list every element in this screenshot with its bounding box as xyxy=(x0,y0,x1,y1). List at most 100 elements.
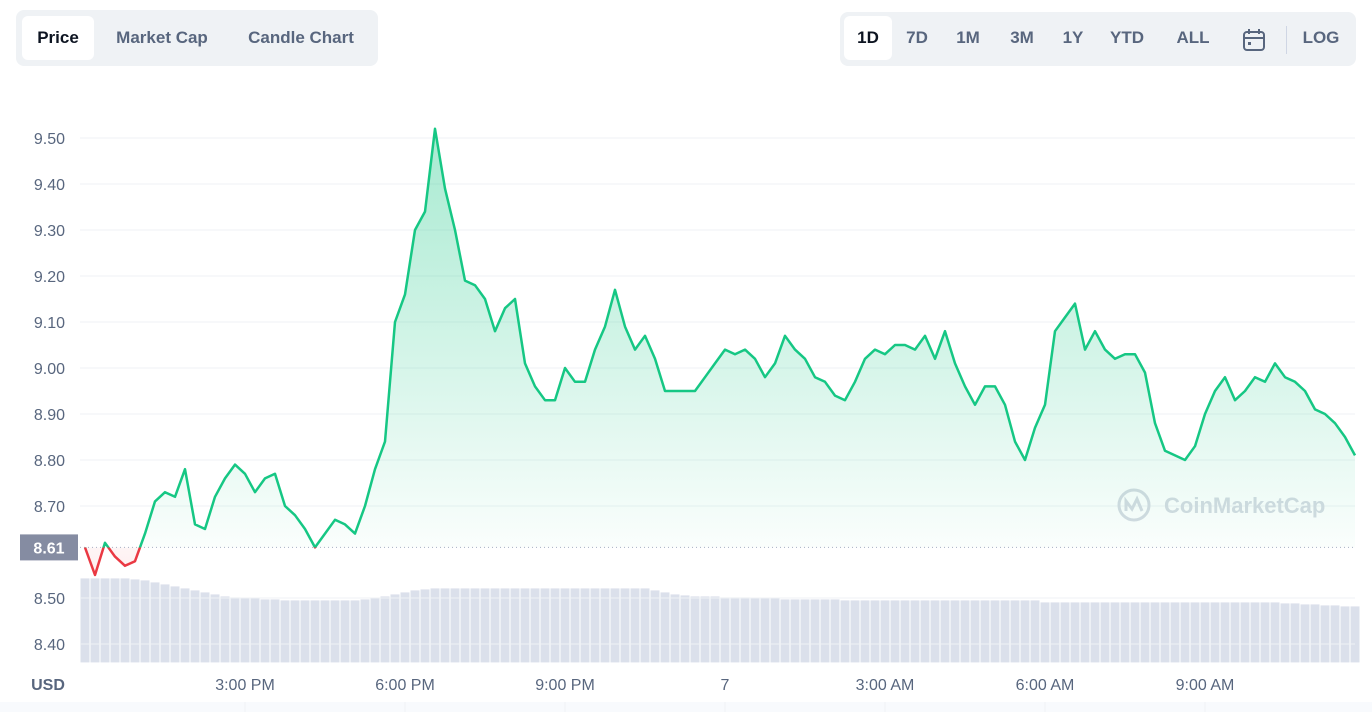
range[interactable]: YTD xyxy=(1110,28,1144,47)
tab-group: Price Market Cap Candle Chart xyxy=(16,10,378,66)
range[interactable]: 1Y xyxy=(1062,28,1084,47)
volume-bar xyxy=(1270,602,1280,663)
volume-bar xyxy=(1250,602,1260,663)
range[interactable]: ALL xyxy=(1176,28,1210,47)
volume-bar xyxy=(1210,602,1220,663)
tab[interactable]: Price xyxy=(22,16,94,60)
volume-bar xyxy=(860,600,870,663)
y-tick-label: 9.10 xyxy=(34,315,65,332)
volume-bar xyxy=(700,596,710,663)
y-tick-label: 9.00 xyxy=(34,361,65,378)
volume-bar xyxy=(1130,602,1140,663)
volume-bar xyxy=(940,600,950,663)
volume-bar xyxy=(1230,602,1240,663)
volume-bar xyxy=(760,598,770,663)
volume-bar xyxy=(560,588,570,663)
volume-bar xyxy=(1010,600,1020,663)
volume-bar xyxy=(1200,602,1210,663)
volume-bar xyxy=(750,598,760,663)
volume-bar xyxy=(650,590,660,663)
volume-bar xyxy=(170,586,180,663)
volume-bar xyxy=(410,590,420,663)
range[interactable]: 7D xyxy=(906,28,928,47)
volume-bar xyxy=(980,600,990,663)
volume-bar xyxy=(1330,605,1340,663)
volume-bar xyxy=(370,598,380,663)
volume-bar xyxy=(1180,602,1190,663)
volume-bar xyxy=(340,600,350,663)
volume-bar xyxy=(260,599,270,663)
reference-label: 8.61 xyxy=(33,540,64,557)
volume-bar xyxy=(1120,602,1130,663)
volume-bar xyxy=(820,599,830,663)
volume-bar xyxy=(1190,602,1200,663)
volume-bar xyxy=(630,588,640,663)
volume-bar xyxy=(160,584,170,663)
volume-bar xyxy=(900,600,910,663)
range[interactable]: 1D xyxy=(844,16,892,60)
x-tick-label: 6:00 AM xyxy=(1016,677,1075,694)
volume-bar xyxy=(1150,602,1160,663)
volume-bar xyxy=(1030,600,1040,663)
volume-bar xyxy=(130,579,140,663)
volume-bar xyxy=(1050,602,1060,663)
volume-bar xyxy=(290,600,300,663)
volume-bar xyxy=(1100,602,1110,663)
volume-bar xyxy=(1320,605,1330,663)
volume-bar xyxy=(570,588,580,663)
scroll-strip xyxy=(0,702,1372,712)
volume-bar xyxy=(490,588,500,663)
log-toggle[interactable]: LOG xyxy=(1302,28,1340,47)
volume-bar xyxy=(850,600,860,663)
volume-bar xyxy=(880,600,890,663)
volume-bar xyxy=(300,600,310,663)
volume-bar xyxy=(210,594,220,663)
x-tick-label: 3:00 PM xyxy=(215,677,275,694)
y-tick-label: 9.40 xyxy=(34,177,65,194)
volume-bar xyxy=(1240,602,1250,663)
volume-bar xyxy=(250,598,260,663)
y-tick-label: 8.90 xyxy=(34,407,65,424)
volume-bar xyxy=(1310,604,1320,663)
volume-bar xyxy=(670,594,680,663)
volume-bar xyxy=(80,578,90,663)
volume-bar xyxy=(910,600,920,663)
volume-bar xyxy=(480,588,490,663)
y-tick-label: 8.80 xyxy=(34,453,65,470)
price-line xyxy=(83,127,1357,577)
volume-bar xyxy=(280,600,290,663)
volume-bar xyxy=(810,599,820,663)
y-tick-label: 8.70 xyxy=(34,499,65,516)
volume-bar xyxy=(420,589,430,663)
volume-bar xyxy=(190,590,200,663)
volume-bar xyxy=(180,588,190,663)
volume-bar xyxy=(100,578,110,663)
volume-bar xyxy=(360,599,370,663)
calendar-icon[interactable] xyxy=(1241,27,1267,53)
range[interactable]: 1M xyxy=(956,28,980,47)
volume-bar xyxy=(580,588,590,663)
volume-bar xyxy=(950,600,960,663)
volume-bar xyxy=(1090,602,1100,663)
volume-bar xyxy=(230,597,240,663)
volume-bar xyxy=(710,596,720,663)
volume-bar xyxy=(270,599,280,663)
volume-bar xyxy=(790,599,800,663)
volume-bar xyxy=(500,588,510,663)
x-tick-label: 9:00 AM xyxy=(1176,677,1235,694)
volume-bar xyxy=(1000,600,1010,663)
range[interactable]: 3M xyxy=(1010,28,1034,47)
volume-bar xyxy=(110,578,120,663)
tab[interactable]: Market Cap xyxy=(116,28,208,47)
volume-bar xyxy=(310,600,320,663)
x-tick-label: 9:00 PM xyxy=(535,677,595,694)
volume-bar xyxy=(400,592,410,663)
volume-bar xyxy=(610,588,620,663)
tab[interactable]: Candle Chart xyxy=(248,28,354,47)
y-tick-label: 9.50 xyxy=(34,131,65,148)
volume-bar xyxy=(120,578,130,663)
volume-bar xyxy=(390,594,400,663)
volume-bar xyxy=(680,595,690,663)
